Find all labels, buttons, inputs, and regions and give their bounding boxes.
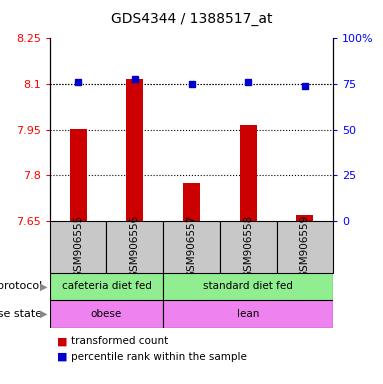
Bar bbox=[50, 221, 106, 273]
Bar bbox=[296, 215, 313, 221]
Text: lean: lean bbox=[237, 309, 259, 319]
Bar bbox=[183, 183, 200, 221]
Text: GSM906555: GSM906555 bbox=[73, 215, 83, 278]
Text: standard diet fed: standard diet fed bbox=[203, 281, 293, 291]
Text: ▶: ▶ bbox=[40, 281, 48, 291]
Text: GSM906558: GSM906558 bbox=[243, 215, 253, 278]
Bar bbox=[220, 221, 277, 273]
Bar bbox=[163, 273, 333, 300]
Text: transformed count: transformed count bbox=[71, 336, 168, 346]
Bar bbox=[163, 221, 220, 273]
Text: ■: ■ bbox=[57, 352, 68, 362]
Text: percentile rank within the sample: percentile rank within the sample bbox=[71, 352, 247, 362]
Text: obese: obese bbox=[91, 309, 122, 319]
Bar bbox=[70, 129, 87, 221]
Text: cafeteria diet fed: cafeteria diet fed bbox=[62, 281, 151, 291]
Text: protocol: protocol bbox=[0, 281, 42, 291]
Bar bbox=[50, 273, 163, 300]
Text: GSM906557: GSM906557 bbox=[187, 215, 196, 278]
Text: ■: ■ bbox=[57, 336, 68, 346]
Bar bbox=[50, 300, 163, 328]
Text: GSM906556: GSM906556 bbox=[130, 215, 140, 278]
Bar bbox=[163, 300, 333, 328]
Bar bbox=[277, 221, 333, 273]
Text: ▶: ▶ bbox=[40, 309, 48, 319]
Bar bbox=[240, 125, 257, 221]
Text: GDS4344 / 1388517_at: GDS4344 / 1388517_at bbox=[111, 12, 272, 25]
Bar bbox=[106, 221, 163, 273]
Text: disease state: disease state bbox=[0, 309, 42, 319]
Bar bbox=[126, 79, 143, 221]
Text: GSM906559: GSM906559 bbox=[300, 215, 310, 278]
